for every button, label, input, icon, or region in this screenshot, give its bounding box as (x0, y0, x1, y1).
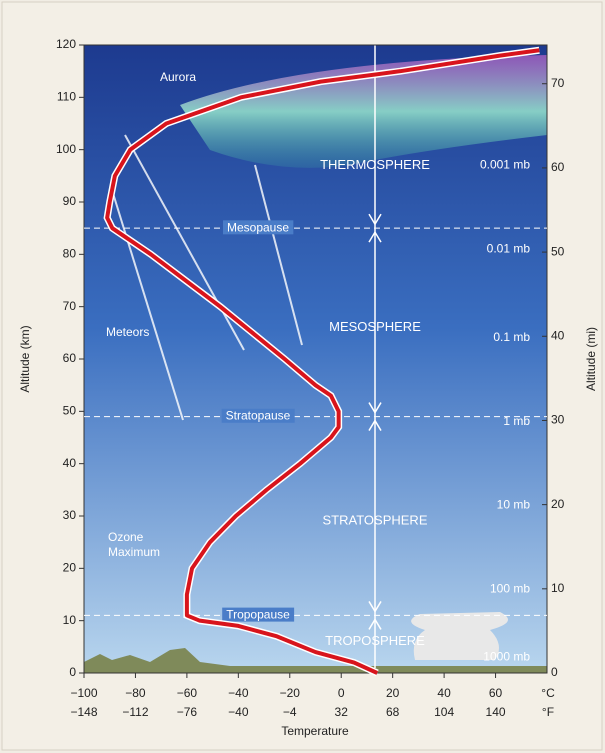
layer-label: STRATOSPHERE (323, 513, 428, 528)
x-unit: °C (541, 686, 555, 700)
x-tick-label: −20 (280, 686, 301, 700)
x-tick-label: 0 (338, 686, 345, 700)
x2-tick-label: −4 (283, 705, 297, 719)
y2-tick-label: 30 (551, 413, 565, 427)
boundary-label: Tropopause (226, 608, 290, 622)
y-axis-title: Altitude (km) (18, 325, 32, 392)
pressure-label: 10 mb (497, 498, 531, 512)
temperature-curve (105, 48, 540, 675)
x2-tick-label: 140 (486, 705, 506, 719)
x2-tick-label: 32 (335, 705, 349, 719)
x-tick-label: 20 (386, 686, 400, 700)
y-tick-label: 100 (56, 142, 76, 156)
boundary-label-bg (222, 220, 294, 235)
pressure-label: 0.1 mb (493, 330, 530, 344)
x-tick-label: −40 (228, 686, 249, 700)
x-axis-title: Temperature (281, 724, 349, 738)
y2-tick-label: 10 (551, 581, 565, 595)
y2-tick-label: 50 (551, 244, 565, 258)
boundary-label: Stratopause (226, 409, 291, 423)
arrow-head (368, 617, 382, 630)
arrow-head (368, 230, 382, 243)
layer-label: MESOSPHERE (329, 319, 421, 334)
ground (84, 648, 547, 673)
cloud (411, 612, 508, 660)
pressure-label: 1000 mb (483, 649, 530, 663)
arrow-head (368, 419, 382, 431)
y2-tick-label: 0 (551, 665, 558, 679)
pressure-label: 100 mb (490, 581, 530, 595)
y-tick-label: 90 (63, 194, 77, 208)
x-tick-label: 40 (437, 686, 451, 700)
y-tick-label: 0 (69, 665, 76, 679)
y-tick-label: 60 (63, 351, 77, 365)
y-tick-label: 50 (63, 404, 77, 418)
ozone-label: Maximum (108, 545, 160, 559)
boundary-label: Mesopause (227, 220, 289, 234)
y2-axis-title: Altitude (mi) (584, 327, 598, 391)
x2-unit: °F (542, 705, 554, 719)
ozone-label: Ozone (108, 530, 144, 544)
pressure-label: 0.001 mb (480, 158, 530, 172)
boundary-label-bg (221, 408, 295, 423)
arrow-head (368, 601, 382, 613)
x2-tick-label: −40 (228, 705, 249, 719)
aurora-label: Aurora (160, 70, 196, 84)
x-tick-label: −80 (125, 686, 146, 700)
y-tick-label: 20 (63, 561, 77, 575)
x2-tick-label: −112 (122, 705, 148, 719)
y-tick-label: 30 (63, 508, 77, 522)
boundary-label-bg (222, 607, 295, 622)
x2-tick-label: 104 (434, 705, 454, 719)
layer-label: TROPOSPHERE (325, 633, 425, 648)
y2-tick-label: 40 (551, 328, 565, 342)
y-tick-label: 70 (63, 299, 77, 313)
y2-tick-label: 70 (551, 76, 565, 90)
y-tick-label: 10 (63, 613, 77, 627)
x2-tick-label: 68 (386, 705, 400, 719)
y-tick-label: 110 (57, 90, 76, 104)
y-tick-label: 80 (63, 247, 77, 261)
arrow-head (368, 213, 382, 226)
y2-tick-label: 20 (551, 497, 565, 511)
y-tick-label: 40 (63, 456, 77, 470)
x2-tick-label: −148 (70, 705, 97, 719)
x-tick-label: −60 (177, 686, 198, 700)
arrow-head (368, 402, 382, 415)
x-tick-label: 60 (489, 686, 503, 700)
meteors-label: Meteors (106, 325, 149, 339)
pressure-label: 0.01 mb (487, 241, 531, 255)
pressure-label: 1 mb (503, 414, 530, 428)
y2-tick-label: 60 (551, 160, 565, 174)
y-tick-label: 120 (56, 37, 76, 51)
x-tick-label: −100 (70, 686, 97, 700)
aurora-glow (180, 55, 547, 168)
layer-label: THERMOSPHERE (320, 157, 430, 172)
x2-tick-label: −76 (177, 705, 198, 719)
